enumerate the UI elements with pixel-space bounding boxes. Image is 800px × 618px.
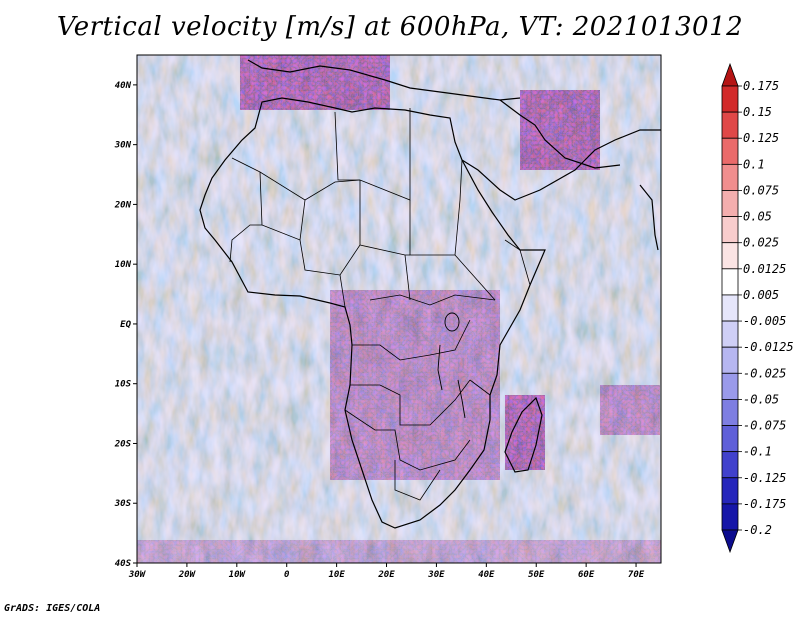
colorbar-bottom-arrow — [721, 529, 739, 554]
lat-label: 10S — [115, 380, 132, 390]
colorbar-box — [721, 242, 739, 270]
lon-label: 10E — [328, 570, 345, 580]
colorbar-box — [721, 163, 739, 191]
colorbar-box — [721, 503, 739, 531]
colorbar-label: -0.1 — [743, 445, 772, 459]
colorbar-box — [721, 320, 739, 348]
lon-label: 70E — [628, 570, 645, 580]
lon-label: 20W — [178, 570, 197, 580]
colorbar-box — [721, 477, 739, 505]
colorbar-label: 0.175 — [743, 79, 779, 93]
colorbar-box — [721, 399, 739, 426]
lakes — [437, 312, 466, 419]
colorbar-box — [721, 451, 739, 479]
colorbar-box — [721, 137, 739, 165]
colorbar-label: 0.075 — [743, 183, 779, 197]
country-boundaries — [229, 108, 531, 501]
colorbar-label: 0.005 — [743, 288, 779, 302]
colorbar-label: -0.025 — [743, 366, 786, 380]
colorbar-box — [721, 85, 739, 113]
colorbar-label: 0.025 — [743, 236, 779, 250]
lat-label: 30N — [114, 141, 132, 151]
colorbar-label: 0.125 — [743, 131, 779, 145]
lat-label: 10N — [115, 260, 132, 270]
lon-label: 0 — [284, 570, 290, 580]
colorbar-box — [721, 216, 739, 244]
lon-label: 30E — [427, 570, 445, 580]
field-hotspots — [137, 55, 661, 563]
colorbar-box — [721, 190, 739, 217]
colorbar-box — [721, 346, 739, 374]
lat-label: 20N — [114, 200, 132, 210]
colorbar-box — [721, 372, 739, 400]
colorbar-box — [721, 294, 739, 322]
colorbar-label: 0.0125 — [743, 262, 786, 276]
lat-label: 40S — [115, 559, 132, 569]
colorbar-top-arrow — [721, 62, 739, 87]
colorbar-label: 0.15 — [743, 105, 772, 119]
colorbar-label: -0.075 — [743, 419, 786, 433]
colorbar-label: -0.2 — [743, 523, 772, 537]
plot-frame — [136, 54, 662, 564]
colorbar-label: -0.05 — [743, 392, 779, 406]
longitude-axis: 30W 20W 10W 0 10E 20E 30E 40E 50E 60E 70E — [128, 563, 645, 580]
colorbar-box — [721, 425, 739, 453]
colorbar-label: 0.1 — [743, 157, 765, 171]
lon-label: 60E — [578, 570, 595, 580]
colorbar-label: -0.005 — [743, 314, 786, 328]
lon-label: 20E — [377, 570, 395, 580]
colorbar-label: -0.175 — [743, 497, 786, 511]
lat-label: 40N — [115, 81, 132, 91]
lon-label: 50E — [528, 570, 545, 580]
latitude-axis: 40N 30N 20N 10N EQ 10S 20S 30S 40S — [114, 81, 137, 569]
lat-label: 20S — [114, 439, 132, 449]
colorbar: 0.175 0.15 0.125 0.1 0.075 0.05 0.025 0.0125 0.0… — [721, 62, 794, 554]
colorbar-label: -0.125 — [743, 471, 786, 485]
map-title: Vertical velocity [m/s] at 600hPa, VT: 2… — [56, 12, 744, 42]
lon-label: 40E — [478, 570, 495, 580]
lat-label: EQ — [120, 320, 131, 330]
lon-label: 10W — [229, 570, 247, 580]
lon-label: 30W — [128, 570, 147, 580]
colorbar-box — [721, 268, 739, 296]
colorbar-label: -0.0125 — [743, 340, 794, 354]
colorbar-label: 0.05 — [743, 210, 772, 224]
lat-label: 30S — [114, 499, 132, 509]
colorbar-box — [721, 111, 739, 139]
plot-area — [137, 55, 661, 563]
footer-credit: GrADS: IGES/COLA — [4, 603, 101, 614]
